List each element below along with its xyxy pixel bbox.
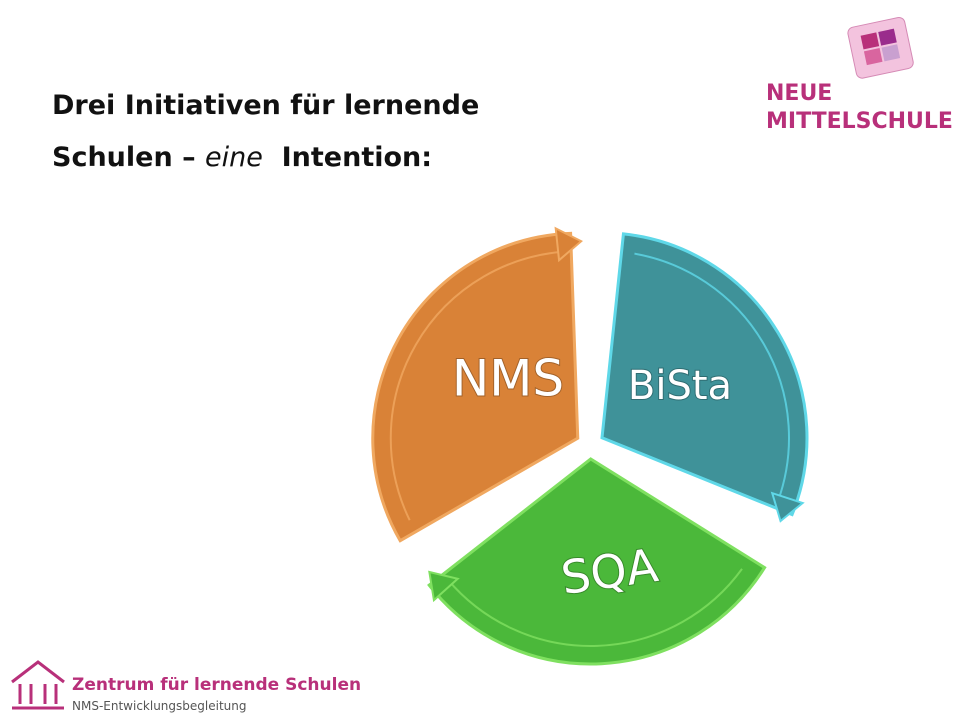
title-emphasis: eine — [205, 142, 263, 173]
title-line: Drei Initiativen für lernende — [52, 90, 479, 121]
title-part: Schulen – — [52, 142, 205, 173]
title-part: Intention: — [263, 142, 432, 173]
cycle-arrow-head — [554, 226, 583, 263]
node-label: NMS — [452, 350, 564, 408]
cycle-arrow-line — [634, 252, 790, 503]
cycle-arrow-head — [428, 570, 460, 603]
cycle-arrow-head — [770, 491, 805, 523]
logo-text: NEUE — [766, 81, 832, 106]
puzzle-icon — [847, 16, 914, 79]
cycle-arrow-line — [389, 250, 565, 521]
cycle-segment — [371, 231, 580, 543]
cycle-arrow-line — [446, 568, 743, 647]
footer-subtitle: NMS-Entwicklungsbegleitung — [72, 699, 246, 713]
node-label: BiSta — [628, 363, 732, 409]
house-icon — [11, 660, 65, 710]
logo-text: MITTELSCHULE — [766, 109, 953, 134]
title-line: Schulen – eine Intention: — [52, 142, 432, 173]
node-label: SQA — [558, 538, 662, 605]
footer-title: Zentrum für lernende Schulen — [72, 675, 361, 695]
cycle-diagram: NMS BiSta SQA — [371, 226, 809, 666]
cycle-segment — [600, 232, 809, 517]
cycle-segment — [427, 457, 767, 666]
